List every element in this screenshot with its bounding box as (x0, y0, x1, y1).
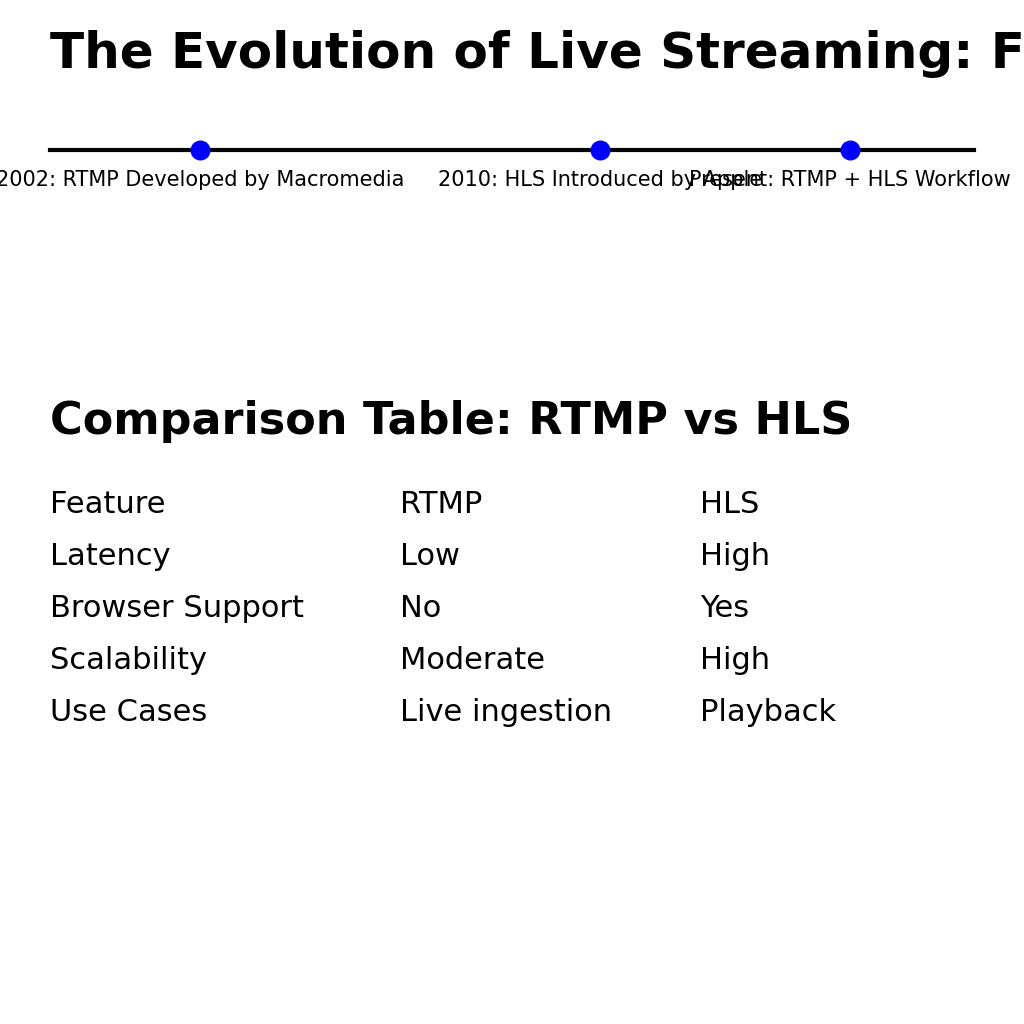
Text: Low: Low (400, 542, 460, 571)
Text: The Evolution of Live Streaming: From RTMP to HLS: The Evolution of Live Streaming: From RT… (50, 30, 1024, 78)
Text: High: High (700, 646, 770, 675)
Text: 2002: RTMP Developed by Macromedia: 2002: RTMP Developed by Macromedia (0, 170, 404, 190)
Text: Browser Support: Browser Support (50, 594, 304, 623)
Text: Latency: Latency (50, 542, 171, 571)
Text: High: High (700, 542, 770, 571)
Text: Playback: Playback (700, 698, 837, 727)
Point (842, 141, 858, 158)
Text: Present: RTMP + HLS Workflow: Present: RTMP + HLS Workflow (689, 170, 1011, 190)
Text: Moderate: Moderate (400, 646, 545, 675)
Text: Comparison Table: RTMP vs HLS: Comparison Table: RTMP vs HLS (50, 400, 852, 443)
Text: Feature: Feature (50, 490, 166, 519)
Text: Use Cases: Use Cases (50, 698, 207, 727)
Point (191, 141, 208, 158)
Text: 2010: HLS Introduced by Apple: 2010: HLS Introduced by Apple (438, 170, 762, 190)
Text: RTMP: RTMP (400, 490, 482, 519)
Text: Scalability: Scalability (50, 646, 207, 675)
Text: HLS: HLS (700, 490, 760, 519)
Text: No: No (400, 594, 441, 623)
Text: Yes: Yes (700, 594, 750, 623)
Text: Live ingestion: Live ingestion (400, 698, 612, 727)
Point (592, 141, 608, 158)
